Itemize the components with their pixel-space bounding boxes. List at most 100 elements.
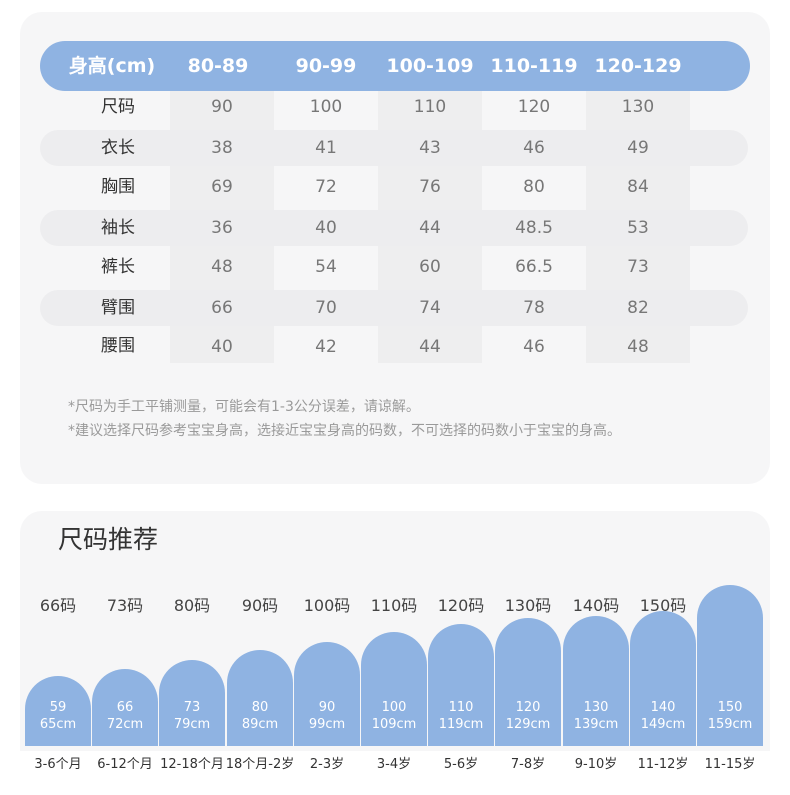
table-cell: 40 <box>315 218 337 238</box>
age-label: 7-8岁 <box>510 757 546 772</box>
size-bar: 73 79cm <box>159 660 225 746</box>
age-label: 11-12岁 <box>637 757 689 772</box>
note-recommendation: *建议选择尺码参考宝宝身高，选接近宝宝身高的码数，不可选择的码数小于宝宝的身高。 <box>68 423 621 439</box>
age-label: 2-3岁 <box>309 757 345 772</box>
table-cell: 48 <box>627 337 649 357</box>
table-cell: 84 <box>627 177 649 197</box>
age-label: 5-6岁 <box>443 757 479 772</box>
bar-size-code: 140 <box>650 700 676 715</box>
size-bar: 120 129cm <box>495 618 561 746</box>
size-bar: 130 139cm <box>563 616 629 746</box>
table-cell: 60 <box>419 257 441 277</box>
bar-height-range: 139cm <box>573 717 619 732</box>
table-cell: 80 <box>523 177 545 197</box>
size-bar: 80 89cm <box>227 650 293 746</box>
bar-size-code: 120 <box>515 700 541 715</box>
bar-height-range: 149cm <box>640 717 686 732</box>
table-header-bar <box>40 41 750 91</box>
bar-size-code: 66 <box>116 700 134 715</box>
recommend-title: 尺码推荐 <box>58 525 159 554</box>
age-label: 9-10岁 <box>574 757 618 772</box>
bar-height-range: 72cm <box>106 717 144 732</box>
row-band <box>40 130 748 166</box>
table-cell: 76 <box>419 177 441 197</box>
bar-size-code: 59 <box>49 700 67 715</box>
size-bar: 59 65cm <box>25 676 91 746</box>
table-cell: 72 <box>315 177 337 197</box>
size-label: 66码 <box>39 596 77 615</box>
row-label: 臂围 <box>101 298 135 318</box>
size-bar: 140 149cm <box>630 611 696 746</box>
size-label: 130码 <box>504 596 552 615</box>
table-cell: 43 <box>419 138 441 158</box>
table-cell: 90 <box>211 97 233 117</box>
bar-height-range: 79cm <box>173 717 211 732</box>
size-label: 90码 <box>241 596 279 615</box>
header-col-4: 110-119 <box>490 55 578 77</box>
bar-height-range: 65cm <box>39 717 77 732</box>
table-cell: 40 <box>211 337 233 357</box>
header-col-1: 80-89 <box>187 55 249 77</box>
age-label: 11-15岁 <box>704 757 756 772</box>
table-cell: 100 <box>309 97 343 117</box>
table-cell: 66 <box>211 298 233 318</box>
size-bar: 90 99cm <box>294 642 360 746</box>
bar-size-code: 100 <box>381 700 407 715</box>
table-cell: 130 <box>621 97 655 117</box>
table-cell: 78 <box>523 298 545 318</box>
note-measurement: *尺码为手工平铺测量，可能会有1-3公分误差，请谅解。 <box>68 399 420 415</box>
table-cell: 46 <box>523 138 545 158</box>
bar-size-code: 73 <box>183 700 201 715</box>
bar-size-code: 80 <box>251 700 269 715</box>
row-label: 裤长 <box>101 257 135 277</box>
table-cell: 44 <box>419 218 441 238</box>
size-label: 100码 <box>303 596 351 615</box>
table-cell: 74 <box>419 298 441 318</box>
row-label: 胸围 <box>101 177 135 197</box>
bar-size-code: 90 <box>318 700 336 715</box>
bar-height-range: 99cm <box>308 717 346 732</box>
age-label: 3-4岁 <box>376 757 412 772</box>
age-label: 18个月-2岁 <box>225 757 295 772</box>
table-cell: 48 <box>211 257 233 277</box>
size-label: 73码 <box>106 596 144 615</box>
size-label: 150码 <box>639 596 687 615</box>
size-bar: 110 119cm <box>428 624 494 746</box>
bar-size-code: 110 <box>448 700 474 715</box>
bar-size-code: 130 <box>583 700 609 715</box>
table-cell: 48.5 <box>515 218 553 238</box>
table-cell: 44 <box>419 337 441 357</box>
table-cell: 36 <box>211 218 233 238</box>
age-label: 6-12个月 <box>97 757 153 772</box>
table-cell: 73 <box>627 257 649 277</box>
age-label: 12-18个月 <box>160 757 224 772</box>
row-label: 衣长 <box>101 138 135 158</box>
table-cell: 110 <box>413 97 447 117</box>
size-label: 140码 <box>572 596 620 615</box>
size-label: 110码 <box>370 596 418 615</box>
row-band <box>40 290 748 326</box>
header-height-label: 身高(cm) <box>68 55 156 77</box>
bar-size-code: 150 <box>717 700 743 715</box>
table-cell: 42 <box>315 337 337 357</box>
header-col-2: 90-99 <box>295 55 357 77</box>
row-band <box>40 210 748 246</box>
header-col-3: 100-109 <box>386 55 474 77</box>
size-bar: 150 159cm <box>697 585 763 746</box>
age-label: 3-6个月 <box>34 757 82 772</box>
table-cell: 82 <box>627 298 649 318</box>
table-cell: 41 <box>315 138 337 158</box>
size-label: 120码 <box>437 596 485 615</box>
table-cell: 54 <box>315 257 337 277</box>
table-cell: 38 <box>211 138 233 158</box>
size-bar: 100 109cm <box>361 632 427 746</box>
table-cell: 70 <box>315 298 337 318</box>
bar-height-range: 159cm <box>707 717 753 732</box>
bar-height-range: 109cm <box>371 717 417 732</box>
size-label: 80码 <box>173 596 211 615</box>
row-label: 腰围 <box>101 336 135 356</box>
table-cell: 120 <box>517 97 551 117</box>
bar-height-range: 129cm <box>505 717 551 732</box>
table-cell: 66.5 <box>515 257 553 277</box>
size-bar: 66 72cm <box>92 669 158 746</box>
